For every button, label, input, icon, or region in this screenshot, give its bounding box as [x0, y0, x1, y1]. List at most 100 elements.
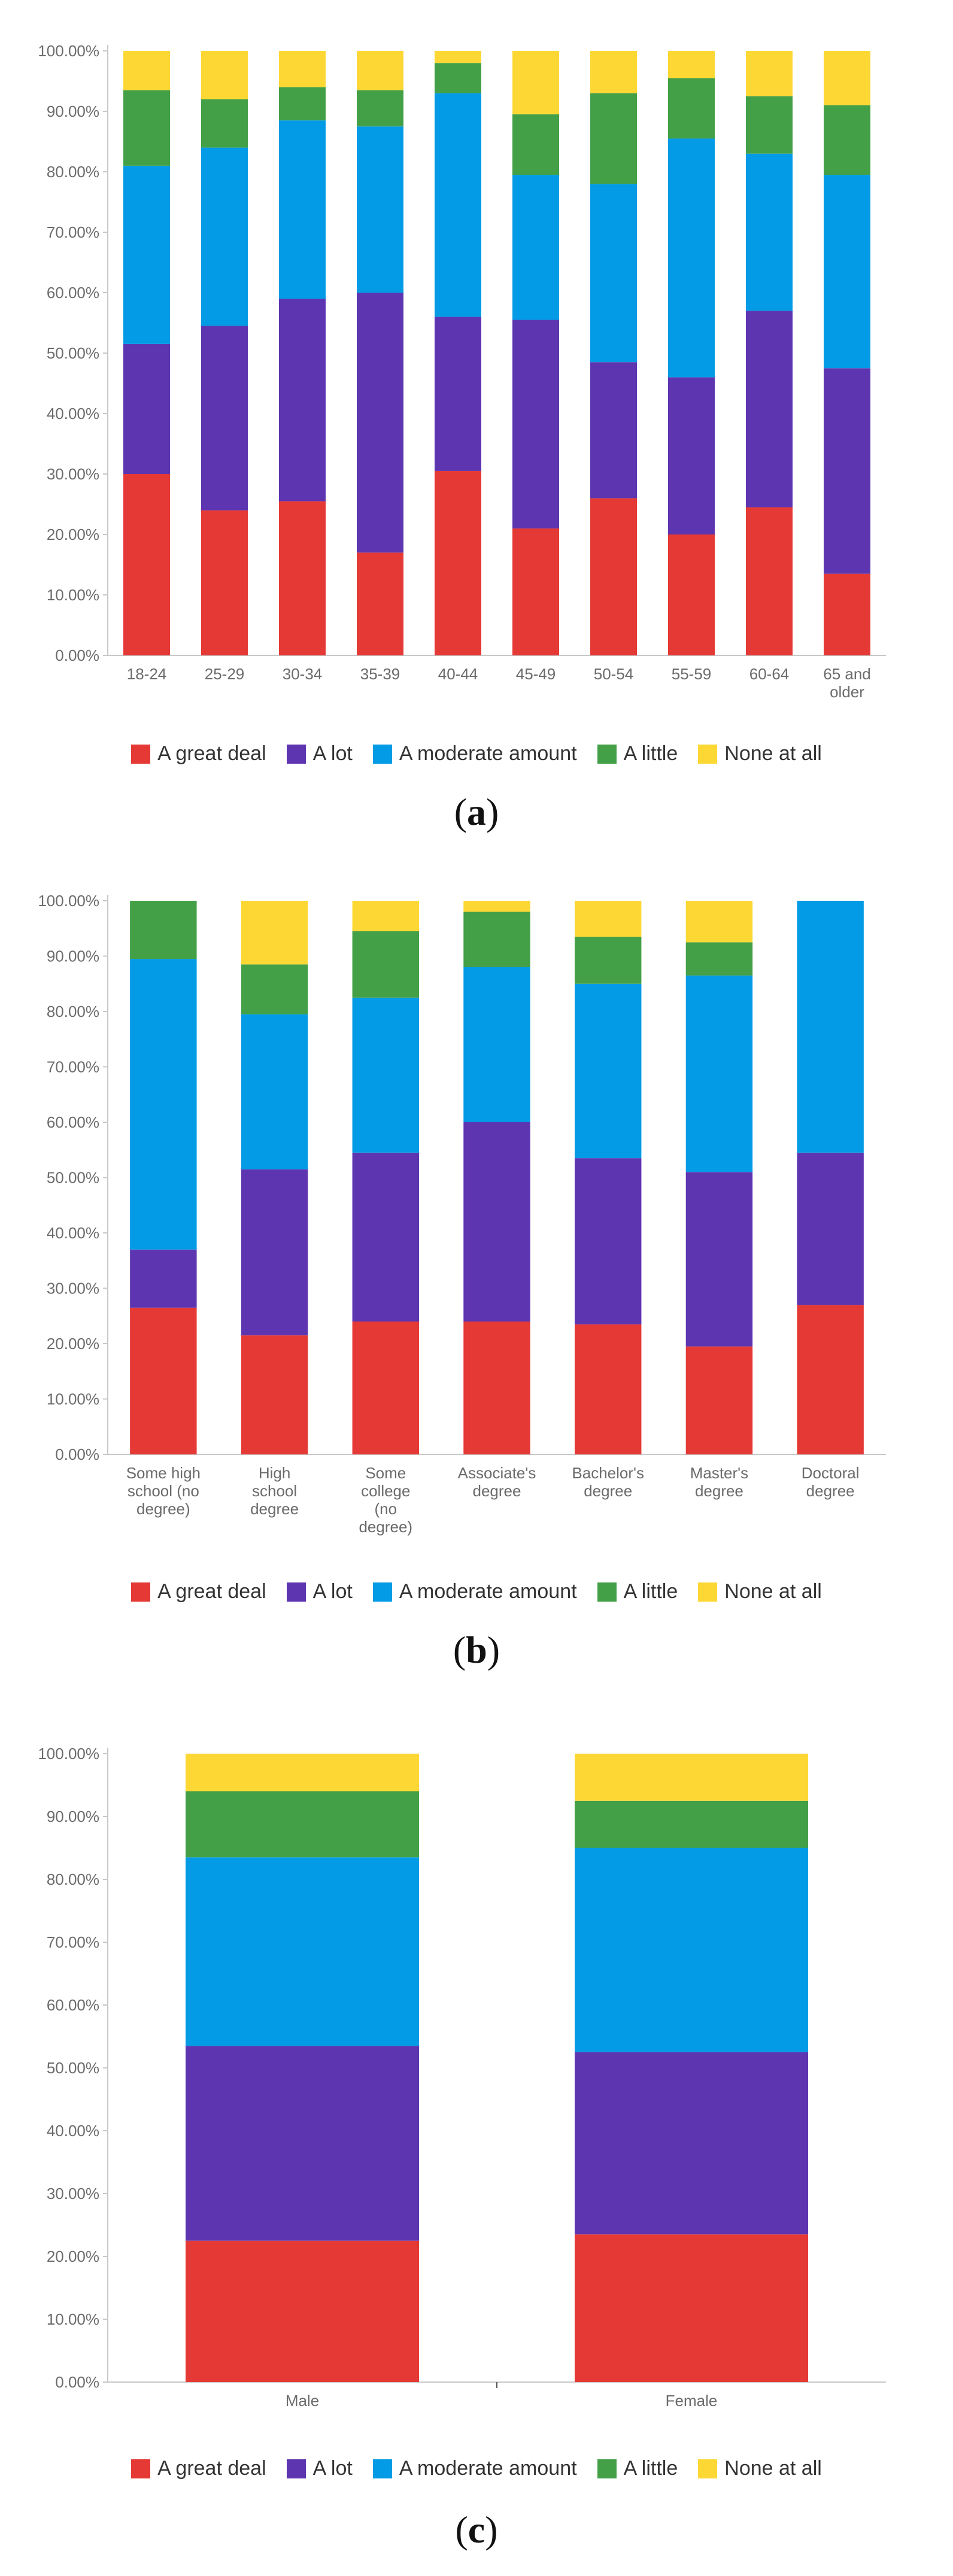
bar-segment — [685, 942, 753, 976]
bar-segment — [130, 1249, 197, 1308]
chart-age: 0.00% 10.00% 20.00% 30.00% 40.00% 50.00% 60.00… — [38, 42, 886, 701]
bar-segment — [575, 937, 642, 984]
y-tick-label: 70.00% — [47, 1933, 99, 1951]
bar-segment — [824, 51, 870, 105]
bar-segment — [590, 498, 637, 655]
chart-panel-gender: 0.00% 10.00% 20.00% 30.00% 40.00% 50.00% 60.00… — [0, 1694, 953, 2576]
bar-segment — [201, 147, 248, 326]
legend-item-a-lot: A lot — [286, 2457, 353, 2480]
bar-segment — [123, 344, 170, 474]
y-tick-label: 60.00% — [47, 284, 99, 302]
y-tick-label: 20.00% — [47, 525, 99, 543]
y-tick-label: 90.00% — [47, 102, 99, 120]
y-tick-label: 80.00% — [47, 163, 99, 181]
bar-segment — [512, 51, 559, 115]
bar-segment — [357, 90, 403, 127]
y-tick-label: 50.00% — [47, 1169, 99, 1187]
bar-segment — [241, 1014, 308, 1169]
legend-item-a-lot: A lot — [286, 742, 353, 765]
bar-segment — [824, 105, 870, 175]
bar-segment — [746, 153, 793, 311]
bar-segment — [357, 293, 403, 553]
caption-a: (a) — [454, 791, 499, 833]
legend-item-little: A little — [597, 1580, 678, 1603]
y-tick-label: 100.00% — [38, 1745, 99, 1763]
y-tick-label: 90.00% — [47, 947, 99, 965]
bar-segment — [241, 1335, 308, 1454]
bar-segment — [186, 2046, 419, 2241]
bar-segment — [685, 901, 753, 943]
bar-segment — [241, 901, 308, 965]
bar-segment — [279, 51, 326, 87]
bar-segment — [668, 377, 715, 534]
legend-item-moderate: A moderate amount — [372, 2457, 577, 2480]
bar-segment — [685, 975, 753, 1172]
legend-item-great-deal: A great deal — [131, 1580, 266, 1603]
legend-label: A great deal — [157, 2457, 266, 2480]
bar-segment — [746, 51, 793, 96]
bar-segment — [575, 901, 642, 937]
legend-label: A great deal — [157, 1580, 266, 1603]
y-tick-label: 50.00% — [47, 344, 99, 362]
legend-swatch — [131, 2459, 151, 2478]
legend-swatch — [698, 1582, 718, 1602]
legend-label: A lot — [312, 742, 353, 765]
y-tick-label: 30.00% — [47, 465, 99, 483]
legend-label: A moderate amount — [399, 1580, 577, 1603]
bar-segment — [463, 1122, 530, 1322]
bar-segment — [186, 1857, 419, 2046]
bar-segment — [186, 2240, 419, 2382]
legend-item-none: None at all — [698, 1580, 822, 1603]
bar-segment — [241, 964, 308, 1014]
legend-label: A great deal — [157, 742, 266, 765]
legend-label: A little — [623, 1580, 678, 1603]
chart-education: 0.00% 10.00% 20.00% 30.00% 40.00% 50.00% 60.00… — [38, 892, 886, 1536]
bar-segment — [357, 126, 403, 293]
bar-segment — [590, 184, 637, 363]
chart-panel-education: 0.00% 10.00% 20.00% 30.00% 40.00% 50.00% 60.00… — [0, 850, 953, 1694]
y-tick-label: 30.00% — [47, 2185, 99, 2203]
legend-swatch — [286, 1582, 306, 1602]
legend-swatch — [698, 744, 718, 764]
y-tick-label: 100.00% — [38, 892, 99, 910]
bar-segment — [590, 51, 637, 93]
bar-segment — [130, 901, 197, 959]
bar-segment — [279, 501, 326, 655]
x-tick-label: 18-24 — [127, 665, 167, 683]
bar-segment — [357, 552, 403, 655]
bar-segment — [357, 51, 403, 90]
bar-segment — [201, 51, 248, 99]
caption-b: (b) — [453, 1629, 500, 1671]
y-tick-label: 30.00% — [47, 1280, 99, 1298]
x-tick-label: 35-39 — [360, 665, 400, 683]
legend-swatch — [131, 1582, 151, 1602]
bar-segment — [797, 901, 864, 1153]
y-tick-label: 80.00% — [47, 1003, 99, 1020]
x-tick-label: 40-44 — [438, 665, 478, 683]
bar-segment — [575, 2234, 808, 2382]
bar-segment — [797, 1305, 864, 1454]
legend-swatch — [372, 1582, 392, 1602]
legend-label: A little — [623, 742, 678, 765]
caption-c: (c) — [455, 2508, 498, 2551]
x-tick-label: Doctoral degree — [802, 1464, 860, 1500]
x-tick-label: Master's degree — [690, 1464, 748, 1500]
bar-segment — [201, 326, 248, 511]
bar-segment — [463, 912, 530, 967]
legend-item-great-deal: A great deal — [131, 742, 266, 765]
bar-segment — [463, 967, 530, 1122]
bar-segment — [186, 1791, 419, 1858]
bar-segment — [201, 510, 248, 655]
x-tick-label: 50-54 — [594, 665, 634, 683]
bar-segment — [435, 470, 481, 655]
bar-segment — [668, 78, 715, 139]
legend-swatch — [286, 744, 306, 764]
y-tick-label: 10.00% — [47, 1390, 99, 1408]
y-tick-label: 40.00% — [47, 2122, 99, 2140]
y-tick-label: 0.00% — [55, 646, 99, 664]
bar-segment — [352, 1152, 419, 1322]
bar-segment — [746, 311, 793, 508]
bar-segment — [824, 368, 870, 574]
bar-segment — [512, 175, 559, 320]
bar-segment — [279, 87, 326, 121]
